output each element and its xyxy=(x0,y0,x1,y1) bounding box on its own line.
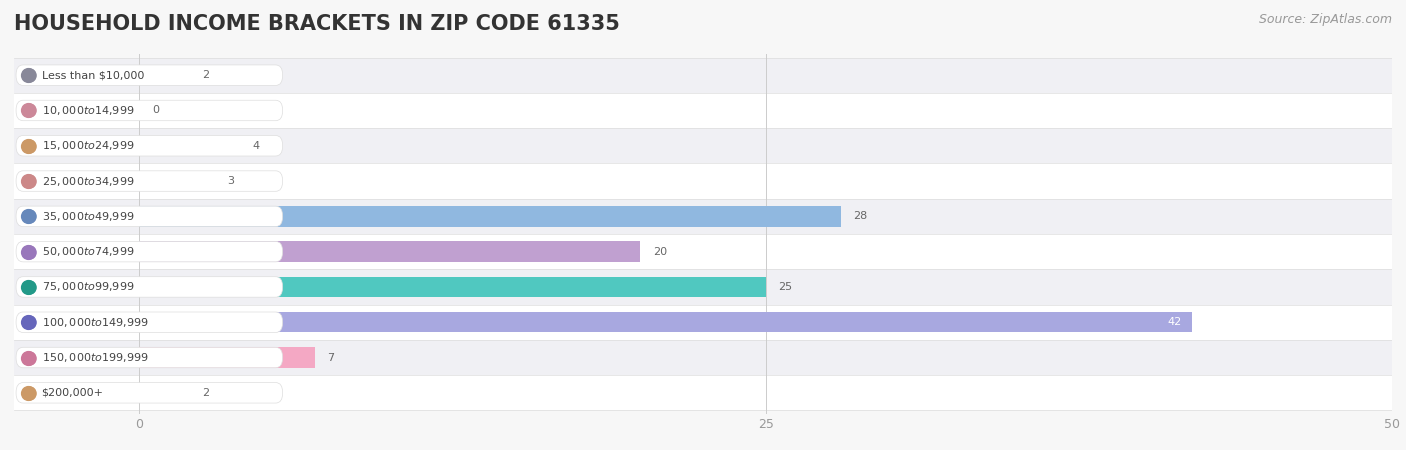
Text: $25,000 to $34,999: $25,000 to $34,999 xyxy=(42,175,134,188)
Point xyxy=(17,284,39,291)
Bar xyxy=(14,93,1392,128)
Text: 42: 42 xyxy=(1167,317,1181,327)
Bar xyxy=(139,382,190,403)
FancyBboxPatch shape xyxy=(15,347,283,368)
Text: $75,000 to $99,999: $75,000 to $99,999 xyxy=(42,280,134,293)
Text: 0: 0 xyxy=(152,105,159,116)
Point xyxy=(18,248,41,255)
Text: 7: 7 xyxy=(328,352,335,363)
Text: $50,000 to $74,999: $50,000 to $74,999 xyxy=(42,245,134,258)
FancyBboxPatch shape xyxy=(15,100,283,121)
FancyBboxPatch shape xyxy=(15,277,283,297)
Point xyxy=(18,389,41,396)
Text: HOUSEHOLD INCOME BRACKETS IN ZIP CODE 61335: HOUSEHOLD INCOME BRACKETS IN ZIP CODE 61… xyxy=(14,14,620,33)
Bar xyxy=(139,171,215,191)
Text: $150,000 to $199,999: $150,000 to $199,999 xyxy=(42,351,148,364)
Text: $100,000 to $149,999: $100,000 to $149,999 xyxy=(42,316,148,329)
Text: 3: 3 xyxy=(226,176,233,186)
Bar xyxy=(14,340,1392,375)
Text: $10,000 to $14,999: $10,000 to $14,999 xyxy=(42,104,134,117)
Bar xyxy=(14,128,1392,163)
Text: $15,000 to $24,999: $15,000 to $24,999 xyxy=(42,139,134,152)
Bar xyxy=(14,305,1392,340)
Bar xyxy=(14,234,1392,269)
Text: Source: ZipAtlas.com: Source: ZipAtlas.com xyxy=(1258,14,1392,27)
Bar xyxy=(14,269,1392,305)
Point xyxy=(18,319,41,326)
Text: Less than $10,000: Less than $10,000 xyxy=(42,70,143,80)
FancyBboxPatch shape xyxy=(15,382,283,403)
Bar xyxy=(14,199,1392,234)
Point xyxy=(18,177,41,184)
Bar xyxy=(139,241,640,262)
Point xyxy=(18,284,41,291)
Point xyxy=(17,389,39,396)
Bar xyxy=(139,206,841,227)
Bar xyxy=(139,277,766,297)
Point xyxy=(18,213,41,220)
Text: 20: 20 xyxy=(652,247,666,256)
Point xyxy=(17,354,39,361)
FancyBboxPatch shape xyxy=(15,241,283,262)
Text: 2: 2 xyxy=(202,388,209,398)
Point xyxy=(17,107,39,114)
Bar xyxy=(14,163,1392,199)
Point xyxy=(18,72,41,79)
Point xyxy=(17,248,39,255)
Point xyxy=(17,213,39,220)
Text: 2: 2 xyxy=(202,70,209,80)
FancyBboxPatch shape xyxy=(15,206,283,227)
Point xyxy=(18,107,41,114)
Bar xyxy=(139,312,1191,333)
Point xyxy=(17,319,39,326)
Text: $200,000+: $200,000+ xyxy=(42,388,104,398)
FancyBboxPatch shape xyxy=(15,312,283,333)
Point xyxy=(17,177,39,184)
Point xyxy=(17,142,39,149)
FancyBboxPatch shape xyxy=(15,171,283,191)
Bar xyxy=(139,135,239,156)
Bar xyxy=(14,375,1392,410)
Point xyxy=(18,142,41,149)
Text: 28: 28 xyxy=(853,212,868,221)
Text: 4: 4 xyxy=(252,141,259,151)
Point xyxy=(17,72,39,79)
FancyBboxPatch shape xyxy=(15,135,283,156)
Text: 25: 25 xyxy=(778,282,793,292)
FancyBboxPatch shape xyxy=(15,65,283,86)
Point xyxy=(18,354,41,361)
Bar xyxy=(139,65,190,86)
Bar xyxy=(14,58,1392,93)
Text: $35,000 to $49,999: $35,000 to $49,999 xyxy=(42,210,134,223)
Bar xyxy=(139,347,315,368)
